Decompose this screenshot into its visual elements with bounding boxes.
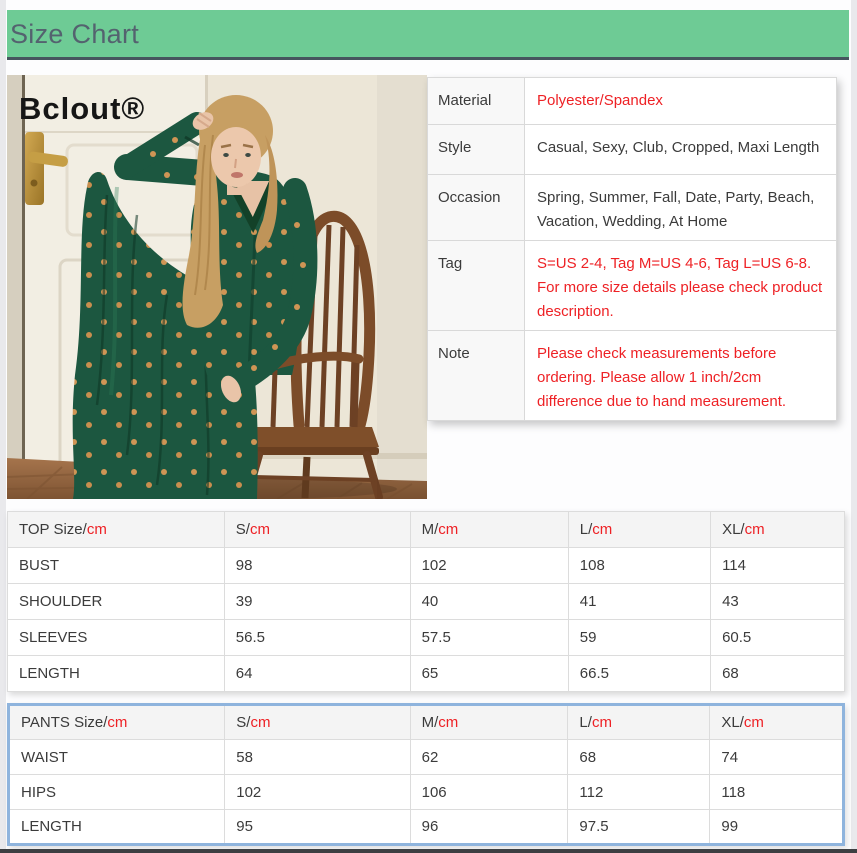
table-row-bust: BUST 98 102 108 114 <box>7 547 845 584</box>
detail-row-tag: Tag S=US 2-4, Tag M=US 4-6, Tag L=US 6-8… <box>427 240 837 331</box>
row-label: WAIST <box>7 739 226 775</box>
cell: 74 <box>709 739 844 775</box>
cell: 96 <box>409 809 569 845</box>
size-col-l: L/cm <box>567 511 712 548</box>
detail-row-style: Style Casual, Sexy, Club, Cropped, Maxi … <box>427 124 837 175</box>
cell: 59 <box>567 619 712 656</box>
cell: 98 <box>223 547 411 584</box>
cell: 114 <box>710 547 845 584</box>
cell: 40 <box>409 583 569 620</box>
window-bottom-edge <box>0 849 857 853</box>
row-label: SHOULDER <box>7 583 225 620</box>
size-chart-banner: Size Chart <box>7 10 849 60</box>
cell: 65 <box>409 655 569 692</box>
page-edge-right <box>851 0 857 853</box>
table-row-sleeves: SLEEVES 56.5 57.5 59 60.5 <box>7 619 845 656</box>
table-row-length: LENGTH 95 96 97.5 99 <box>7 809 844 845</box>
page-edge-left <box>0 0 6 853</box>
pants-size-table: PANTS Size/cm S/cm M/cm L/cm XL/cm WAIST… <box>7 703 845 846</box>
detail-value: Spring, Summer, Fall, Date, Party, Beach… <box>524 174 837 241</box>
cell: 60.5 <box>710 619 845 656</box>
cell: 64 <box>223 655 411 692</box>
cell: 108 <box>567 547 712 584</box>
top-size-table: TOP Size/cm S/cm M/cm L/cm XL/cm BUST 98… <box>7 511 845 692</box>
cell: 95 <box>224 809 411 845</box>
table-row-shoulder: SHOULDER 39 40 41 43 <box>7 583 845 620</box>
size-col-s: S/cm <box>224 704 411 740</box>
detail-value: S=US 2-4, Tag M=US 4-6, Tag L=US 6-8. Fo… <box>524 240 837 331</box>
detail-label: Tag <box>427 240 525 331</box>
detail-row-note: Note Please check measurements before or… <box>427 330 837 421</box>
cell: 56.5 <box>223 619 411 656</box>
model-in-pajamas <box>72 95 364 499</box>
detail-row-occasion: Occasion Spring, Summer, Fall, Date, Par… <box>427 174 837 241</box>
page-title: Size Chart <box>10 19 140 49</box>
table-row-waist: WAIST 58 62 68 74 <box>7 739 844 775</box>
cell: 62 <box>409 739 569 775</box>
row-label: SLEEVES <box>7 619 225 656</box>
detail-value: Please check measurements before orderin… <box>524 330 837 421</box>
cell: 41 <box>567 583 712 620</box>
brand-logo: Bclout® <box>19 91 145 126</box>
cell: 118 <box>709 774 844 810</box>
detail-value: Casual, Sexy, Club, Cropped, Maxi Length <box>524 124 837 175</box>
cell: 66.5 <box>567 655 712 692</box>
row-label: BUST <box>7 547 225 584</box>
cell: 112 <box>567 774 711 810</box>
cell: 68 <box>710 655 845 692</box>
pants-table-header-row: PANTS Size/cm S/cm M/cm L/cm XL/cm <box>7 704 844 740</box>
detail-label: Style <box>427 124 525 175</box>
size-col-l: L/cm <box>567 704 711 740</box>
row-label: HIPS <box>7 774 226 810</box>
cell: 99 <box>709 809 844 845</box>
size-col-m: M/cm <box>409 511 569 548</box>
product-photo: Bclout® <box>7 75 427 499</box>
detail-label: Material <box>427 77 525 125</box>
cell: 97.5 <box>567 809 711 845</box>
cell: 68 <box>567 739 711 775</box>
cell: 39 <box>223 583 411 620</box>
cell: 106 <box>409 774 569 810</box>
pants-size-header: PANTS Size/cm <box>7 704 226 740</box>
size-col-m: M/cm <box>409 704 569 740</box>
detail-row-material: Material Polyester/Spandex <box>427 77 837 125</box>
top-table-header-row: TOP Size/cm S/cm M/cm L/cm XL/cm <box>7 511 845 548</box>
cell: 43 <box>710 583 845 620</box>
product-details-table: Material Polyester/Spandex Style Casual,… <box>427 77 837 421</box>
door-handle <box>25 132 68 205</box>
size-col-s: S/cm <box>223 511 411 548</box>
table-row-length: LENGTH 64 65 66.5 68 <box>7 655 845 692</box>
table-row-hips: HIPS 102 106 112 118 <box>7 774 844 810</box>
cell: 102 <box>409 547 569 584</box>
size-col-xl: XL/cm <box>709 704 844 740</box>
detail-label: Occasion <box>427 174 525 241</box>
detail-label: Note <box>427 330 525 421</box>
size-col-xl: XL/cm <box>710 511 845 548</box>
row-label: LENGTH <box>7 809 226 845</box>
top-size-header: TOP Size/cm <box>7 511 225 548</box>
detail-value: Polyester/Spandex <box>524 77 837 125</box>
cell: 58 <box>224 739 411 775</box>
cell: 57.5 <box>409 619 569 656</box>
row-label: LENGTH <box>7 655 225 692</box>
cell: 102 <box>224 774 411 810</box>
